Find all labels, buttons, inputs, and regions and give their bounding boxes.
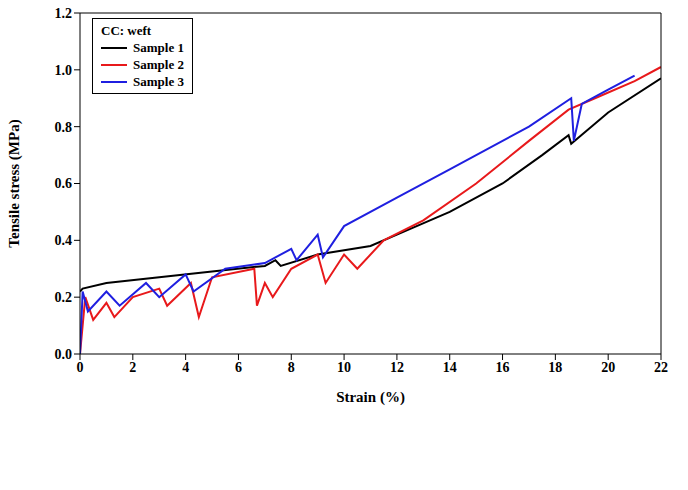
svg-text:0.4: 0.4 [55,233,73,248]
html-text:CC: weft: CC: weft [101,23,152,38]
svg-text:Tensile stress (MPa): Tensile stress (MPa) [6,119,23,247]
svg-text:12: 12 [390,360,404,375]
svg-text:Strain (%): Strain (%) [336,389,405,406]
svg-text:16: 16 [496,360,510,375]
svg-text:6: 6 [235,360,242,375]
svg-text:10: 10 [337,360,351,375]
svg-text:0.0: 0.0 [55,347,73,362]
html-text:Sample 2: Sample 2 [133,57,184,72]
html-text:Sample 3: Sample 3 [133,74,184,89]
svg-text:2: 2 [129,360,136,375]
svg-text:20: 20 [601,360,615,375]
svg-text:4: 4 [182,360,189,375]
svg-text:0.8: 0.8 [55,120,73,135]
svg-text:8: 8 [288,360,295,375]
svg-text:0.6: 0.6 [55,176,73,191]
html-text:Sample 1: Sample 1 [133,40,184,55]
svg-text:1.0: 1.0 [55,63,73,78]
svg-text:14: 14 [443,360,457,375]
svg-text:1.2: 1.2 [55,6,73,21]
svg-text:22: 22 [654,360,668,375]
svg-text:18: 18 [548,360,562,375]
svg-text:0: 0 [77,360,84,375]
svg-text:0.2: 0.2 [55,290,73,305]
